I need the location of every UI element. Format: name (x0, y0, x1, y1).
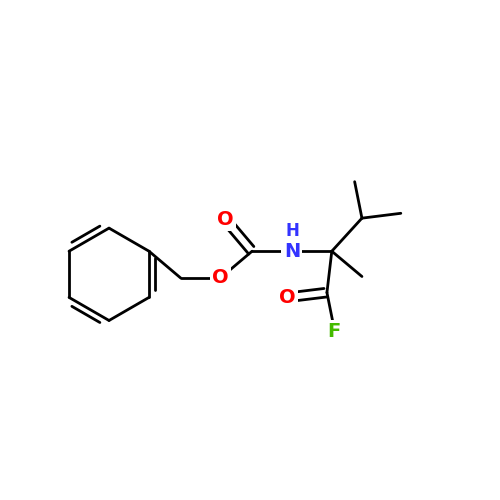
Text: O: O (279, 288, 295, 307)
Text: N: N (284, 242, 300, 260)
Text: F: F (328, 322, 341, 341)
Text: O: O (212, 268, 229, 287)
Text: H: H (285, 222, 299, 240)
Text: O: O (217, 210, 234, 229)
